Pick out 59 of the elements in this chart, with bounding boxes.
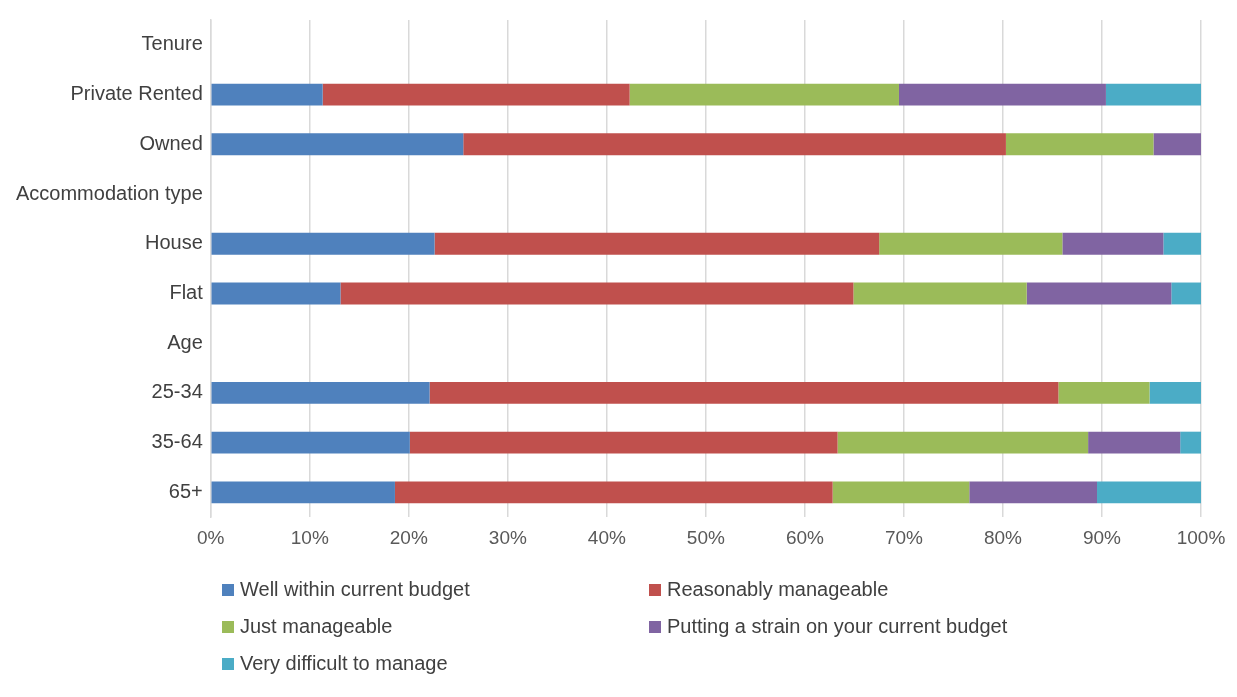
bar <box>463 133 1006 156</box>
y-tick-label: Tenure <box>141 32 203 55</box>
x-tick-label: 90% <box>1082 526 1122 548</box>
bar <box>1180 431 1201 454</box>
y-tick-label: 65+ <box>168 479 203 502</box>
x-tick-label: 50% <box>686 526 725 548</box>
bar <box>340 282 854 305</box>
bar <box>409 431 838 454</box>
x-tick-label: 70% <box>884 526 924 548</box>
bar <box>1163 232 1201 255</box>
legend-label: Very difficult to manage <box>240 652 448 675</box>
legend-label: Just manageable <box>240 615 393 638</box>
legend-label: Reasonably manageable <box>667 578 889 601</box>
bar <box>1058 381 1150 404</box>
x-tick-label: 30% <box>488 526 527 548</box>
bar <box>434 232 880 255</box>
bar <box>211 431 410 454</box>
bar <box>211 282 341 305</box>
bar <box>969 481 1098 504</box>
bar <box>832 481 970 504</box>
bar <box>211 232 435 255</box>
bar <box>898 83 1106 106</box>
bar <box>211 481 395 504</box>
y-tick-label: Owned <box>139 131 203 154</box>
bar <box>1097 481 1201 504</box>
bar <box>429 381 1059 404</box>
bar <box>1105 83 1201 106</box>
bar <box>1149 381 1201 404</box>
bar <box>1062 232 1164 255</box>
bar <box>211 133 464 156</box>
bar <box>837 431 1089 454</box>
y-tick-label: Accommodation type <box>15 181 203 204</box>
x-tick-label: 100% <box>1176 526 1226 548</box>
bar <box>322 83 630 106</box>
bar <box>211 381 430 404</box>
x-tick-label: 60% <box>785 526 825 548</box>
bar <box>1153 133 1201 156</box>
legend-label: Putting a strain on your current budget <box>667 615 1008 638</box>
y-tick-label: House <box>144 231 203 254</box>
bar <box>1171 282 1201 305</box>
x-tick-label: 40% <box>587 526 626 548</box>
legend-label: Well within current budget <box>240 578 470 601</box>
bar <box>1088 431 1181 454</box>
bar <box>879 232 1063 255</box>
bar <box>629 83 899 106</box>
y-tick-label: Age <box>167 330 203 353</box>
x-tick-label: 20% <box>389 526 428 548</box>
bar <box>1005 133 1154 156</box>
x-tick-label: 80% <box>983 526 1023 548</box>
y-tick-label: Flat <box>169 280 204 303</box>
bar <box>394 481 833 504</box>
x-tick-label: 0% <box>197 526 225 548</box>
x-tick-label: 10% <box>290 526 329 548</box>
y-tick-label: Private Rented <box>70 82 203 105</box>
bar <box>1026 282 1172 305</box>
y-tick-label: 35-64 <box>151 430 203 453</box>
y-tick-label: 25-34 <box>151 380 203 403</box>
bar <box>211 83 323 106</box>
bar <box>853 282 1027 305</box>
